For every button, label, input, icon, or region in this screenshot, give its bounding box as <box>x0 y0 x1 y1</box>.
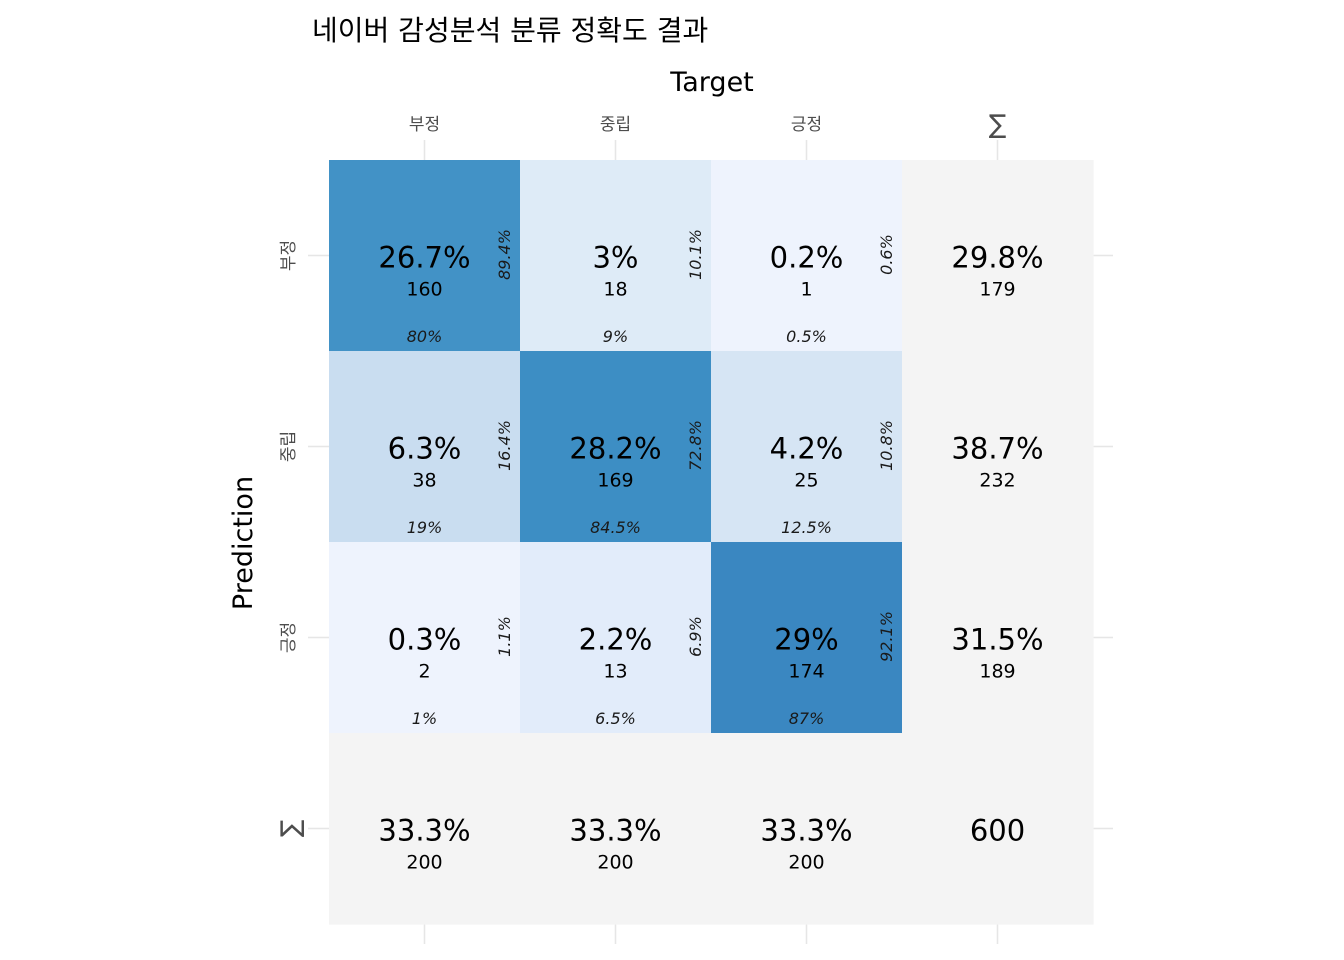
cell-count-label: 169 <box>597 470 633 492</box>
heatmap-cell <box>520 351 712 543</box>
cell-row-percent-label: 89.4% <box>495 229 514 280</box>
heatmap-cell <box>520 542 712 734</box>
cell-percent-label: 38.7% <box>951 432 1043 466</box>
heatmap-cells: 26.7% 160 80% 89.4% 3% 18 9% 10.1% 0.2% 1 0.5% 0.6%… <box>329 160 1094 925</box>
heatmap-cell <box>329 542 521 734</box>
cell-row-percent-label: 0.6% <box>877 234 896 275</box>
cell-percent-label: 0.3% <box>388 623 462 657</box>
cell-percent-label: 600 <box>970 814 1025 848</box>
heatmap-cell <box>711 542 903 734</box>
heatmap-cell <box>711 351 903 543</box>
heatmap-cell <box>329 733 521 925</box>
cell-row-percent-label: 16.4% <box>495 420 514 471</box>
heatmap-cell <box>902 733 1094 925</box>
cell-row-percent-label: 92.1% <box>877 611 896 662</box>
cell-percent-label: 29.8% <box>951 241 1043 275</box>
heatmap-cell <box>902 351 1094 543</box>
cell-count-label: 160 <box>406 279 442 301</box>
heatmap-cell <box>711 733 903 925</box>
cell-column-percent-label: 87% <box>789 709 825 728</box>
cell-count-label: 13 <box>603 661 627 683</box>
cell-row-percent-label: 6.9% <box>686 616 705 657</box>
x-tick-label: 부정 <box>409 115 440 135</box>
x-tick-label: ∑ <box>989 110 1007 140</box>
cell-row-percent-label: 10.8% <box>877 420 896 471</box>
cell-count-label: 1 <box>800 279 812 301</box>
cell-column-percent-label: 12.5% <box>781 518 832 537</box>
heatmap-cell <box>520 160 712 352</box>
y-tick-label: 긍정 <box>279 622 299 653</box>
cell-column-percent-label: 19% <box>407 518 443 537</box>
cell-percent-label: 3% <box>592 241 638 275</box>
cell-count-label: 38 <box>412 470 436 492</box>
heatmap-cell <box>902 160 1094 352</box>
cell-percent-label: 28.2% <box>569 432 661 466</box>
heatmap-cell <box>329 160 521 352</box>
cell-column-percent-label: 9% <box>603 327 628 346</box>
cell-percent-label: 33.3% <box>760 814 852 848</box>
cell-percent-label: 31.5% <box>951 623 1043 657</box>
cell-column-percent-label: 6.5% <box>595 709 636 728</box>
cell-column-percent-label: 84.5% <box>590 518 641 537</box>
cell-percent-label: 0.2% <box>770 241 844 275</box>
cell-percent-label: 33.3% <box>378 814 470 848</box>
cell-count-label: 18 <box>603 279 627 301</box>
cell-percent-label: 29% <box>774 623 838 657</box>
heatmap-cell <box>902 542 1094 734</box>
cell-count-label: 25 <box>794 470 818 492</box>
cell-row-percent-label: 10.1% <box>686 229 705 280</box>
cell-count-label: 200 <box>788 852 824 874</box>
heatmap-cell <box>329 351 521 543</box>
cell-count-label: 232 <box>979 470 1015 492</box>
y-tick-label: ∑ <box>276 820 306 838</box>
cell-column-percent-label: 80% <box>407 327 443 346</box>
y-tick-label: 중립 <box>279 431 299 462</box>
x-tick-label: 중립 <box>600 115 631 135</box>
chart-title: 네이버 감성분석 분류 정확도 결과 <box>312 14 708 47</box>
cell-column-percent-label: 0.5% <box>786 327 827 346</box>
cell-row-percent-label: 72.8% <box>686 420 705 471</box>
x-tick-label: 긍정 <box>791 115 822 135</box>
cell-count-label: 200 <box>597 852 633 874</box>
cell-count-label: 189 <box>979 661 1015 683</box>
cell-percent-label: 33.3% <box>569 814 661 848</box>
cell-count-label: 2 <box>418 661 430 683</box>
cell-percent-label: 6.3% <box>388 432 462 466</box>
cell-count-label: 200 <box>406 852 442 874</box>
cell-column-percent-label: 1% <box>412 709 437 728</box>
y-axis-title: Prediction <box>228 476 259 610</box>
cell-percent-label: 4.2% <box>770 432 844 466</box>
heatmap-cell <box>520 733 712 925</box>
cell-percent-label: 2.2% <box>579 623 653 657</box>
cell-row-percent-label: 1.1% <box>495 616 514 657</box>
cell-count-label: 174 <box>788 661 824 683</box>
cell-percent-label: 26.7% <box>378 241 470 275</box>
cell-count-label: 179 <box>979 279 1015 301</box>
x-axis-title: Target <box>669 67 754 98</box>
y-tick-label: 부정 <box>279 240 299 271</box>
heatmap-cell <box>711 160 903 352</box>
